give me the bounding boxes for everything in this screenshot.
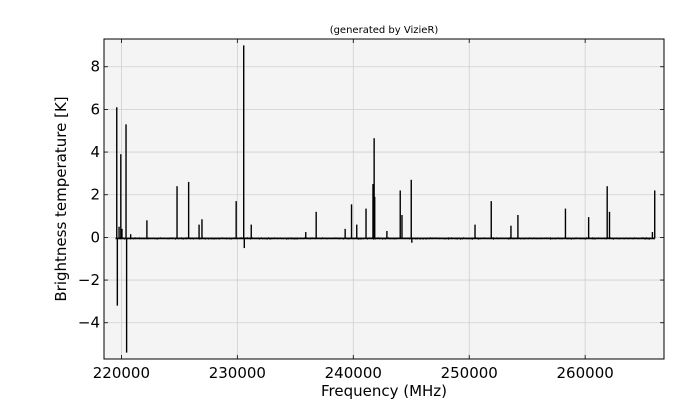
y-tick-label: −4 (78, 314, 100, 332)
x-tick-label: 240000 (325, 364, 382, 382)
y-tick-label: 8 (90, 58, 100, 76)
plot-frame (103, 38, 665, 360)
x-tick-label: 230000 (209, 364, 266, 382)
plot-area (104, 39, 664, 359)
x-axis-label: Frequency (MHz) (321, 382, 447, 400)
x-tick-label: 220000 (93, 364, 150, 382)
x-tick-label: 260000 (557, 364, 614, 382)
spectrum-series (115, 45, 656, 353)
grid-lines (104, 39, 664, 359)
y-tick-label: 6 (90, 100, 100, 118)
axis-ticks: 220000 230000 240000 250000 260000 −4 −2 0 2 4 6 8 (78, 39, 664, 382)
y-axis-label: Brightness temperature [K] (52, 96, 70, 301)
y-tick-label: −2 (78, 271, 100, 289)
y-tick-label: 0 (90, 228, 100, 246)
y-tick-label: 2 (90, 186, 100, 204)
chart-title: (generated by VizieR) (330, 25, 439, 36)
x-tick-label: 250000 (441, 364, 498, 382)
y-tick-label: 4 (90, 143, 100, 161)
